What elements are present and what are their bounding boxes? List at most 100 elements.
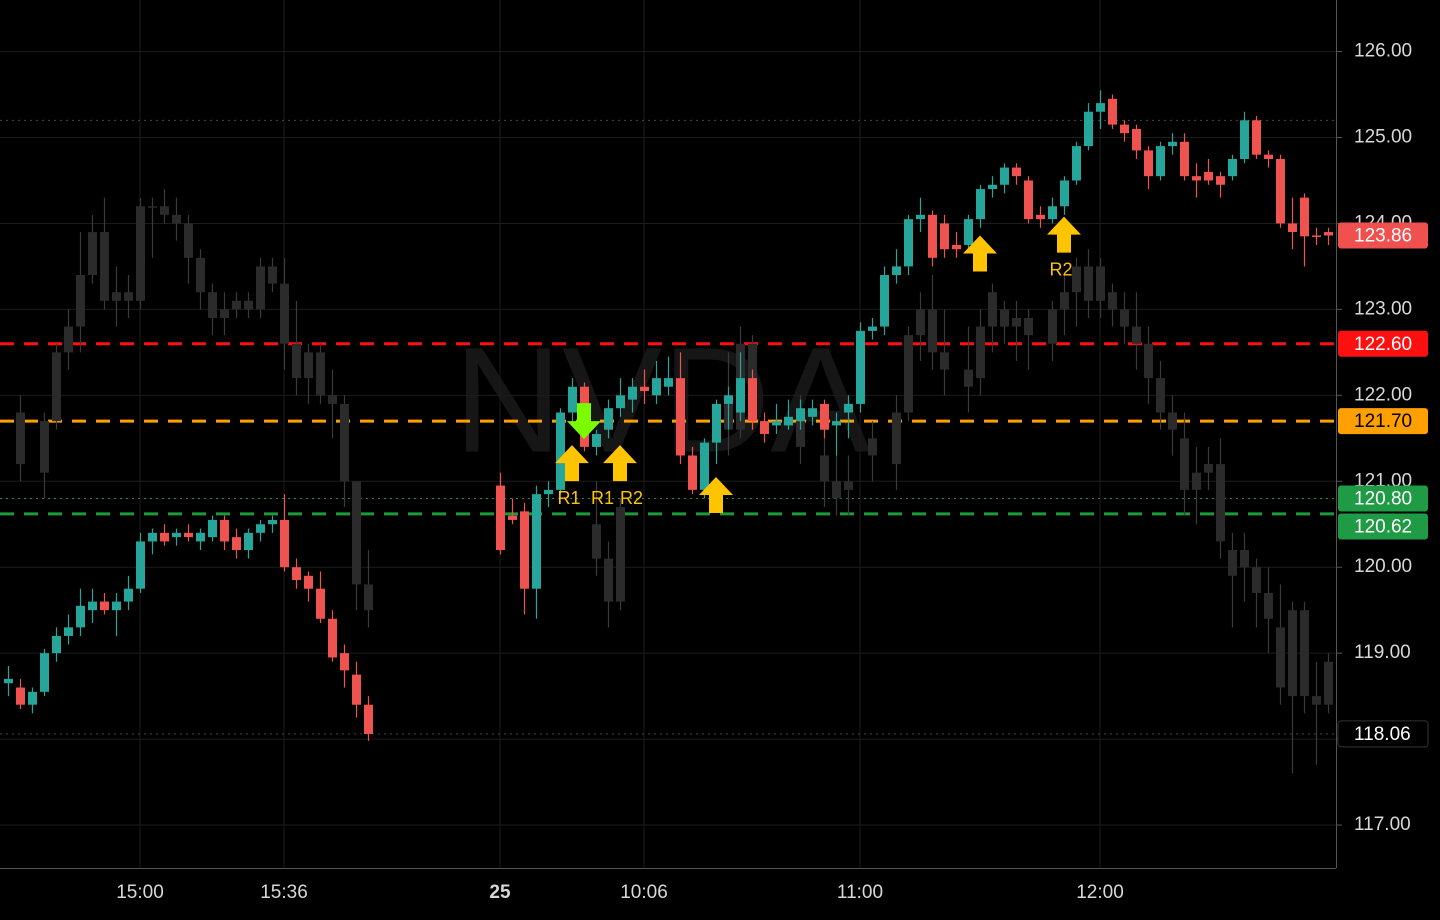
overlay-candle-body <box>316 352 325 396</box>
overlay-candle-body <box>796 421 805 447</box>
overlay-candle-body <box>1156 378 1165 413</box>
candle-body <box>304 575 313 589</box>
candle-body <box>220 519 229 542</box>
price-badge-label: 122.60 <box>1354 334 1412 355</box>
candle-body <box>712 403 721 443</box>
candle-body <box>544 489 553 495</box>
candle-body <box>760 421 769 434</box>
overlay-candle-body <box>1324 661 1333 705</box>
overlay-candle-body <box>256 266 265 310</box>
overlay-candle-body <box>112 292 121 301</box>
candle-body <box>244 532 253 551</box>
overlay-candle-body <box>100 232 109 301</box>
candle-body <box>664 378 673 387</box>
candle-body <box>688 455 697 490</box>
candle-body <box>364 704 373 734</box>
candle-body <box>1084 111 1093 147</box>
candle-body <box>292 567 301 581</box>
price-badge-label: 120.80 <box>1354 488 1412 509</box>
overlay-candle-body <box>1168 412 1177 430</box>
candle-body <box>532 494 541 589</box>
overlay-candle-body <box>16 412 25 465</box>
y-tick-label: 117.00 <box>1354 814 1411 835</box>
y-tick-label: 122.00 <box>1354 384 1412 405</box>
price-badge <box>1338 222 1428 249</box>
candle-body <box>100 601 109 611</box>
candle-body <box>40 653 49 692</box>
candle-body <box>520 511 529 589</box>
candle-body <box>556 412 565 490</box>
candle-body <box>1192 176 1201 181</box>
candle-body <box>232 537 241 551</box>
overlay-candle-body <box>892 412 901 465</box>
candle-body <box>280 519 289 568</box>
overlay-candle-body <box>148 206 157 208</box>
candle-body <box>988 184 997 190</box>
overlay-candle-body <box>1108 292 1117 310</box>
candle-body <box>88 601 97 611</box>
x-tick-label: 25 <box>489 882 511 903</box>
overlay-candle-body <box>820 455 829 482</box>
candle-body <box>4 678 13 684</box>
candle-body <box>1228 158 1237 177</box>
signal-label: R2 <box>1049 259 1072 279</box>
candle-body <box>916 214 925 220</box>
candle-body <box>928 214 937 258</box>
candle-body <box>868 326 877 331</box>
signal-arrow <box>1047 216 1081 253</box>
price-badge-label: 123.86 <box>1354 225 1412 246</box>
candle-body <box>1180 141 1189 177</box>
candle-body <box>52 635 61 654</box>
candle-body <box>1312 235 1321 237</box>
overlay-candle-body <box>1312 696 1321 705</box>
overlay-candle-body <box>1276 627 1285 688</box>
candle-body <box>964 219 973 245</box>
overlay-candle-body <box>1072 266 1081 293</box>
overlay-candle-body <box>1132 326 1141 344</box>
candle-body <box>1276 158 1285 224</box>
candle-body <box>1096 103 1105 112</box>
candle-body <box>16 687 25 705</box>
candle-body <box>196 532 205 542</box>
candle-body <box>808 408 817 417</box>
y-tick-label: 125.00 <box>1354 127 1412 148</box>
overlay-candle-body <box>928 309 937 353</box>
overlay-candle-body <box>52 352 61 422</box>
overlay-candle-body <box>1084 266 1093 301</box>
candle-body <box>1288 223 1297 233</box>
candle-body <box>508 515 517 520</box>
candle-body <box>772 421 781 426</box>
overlay-candle-body <box>268 266 277 284</box>
candle-body <box>148 532 157 542</box>
candle-body <box>880 275 889 327</box>
signal-arrow <box>963 235 997 272</box>
overlay-candle-body <box>988 292 997 327</box>
candle-body <box>256 524 265 533</box>
candle-body <box>1168 141 1177 147</box>
overlay-candle-body <box>160 206 169 215</box>
overlay-candle-body <box>904 335 913 413</box>
candle-body <box>1000 167 1009 185</box>
overlay-candle-body <box>292 343 301 379</box>
price-badge <box>1338 513 1428 540</box>
candle-body <box>904 219 913 267</box>
candle-body <box>568 386 577 413</box>
overlay-candle-body <box>88 232 97 276</box>
signal-arrow <box>555 445 589 482</box>
overlay-candle-body <box>916 309 925 336</box>
signal-arrow <box>567 403 601 440</box>
overlay-candle-body <box>232 300 241 310</box>
candle-body <box>1300 197 1309 237</box>
candle-body <box>1324 232 1333 236</box>
overlay-candle-body <box>1048 309 1057 344</box>
candle-body <box>940 223 949 250</box>
overlay-candle-body <box>592 524 601 559</box>
candle-body <box>976 189 985 220</box>
overlay-candle-body <box>1060 292 1069 310</box>
overlay-candle-body <box>1024 317 1033 336</box>
overlay-candle-body <box>136 206 145 301</box>
overlay-candle-body <box>328 395 337 404</box>
candle-body <box>268 519 277 525</box>
candle-body <box>748 378 757 422</box>
